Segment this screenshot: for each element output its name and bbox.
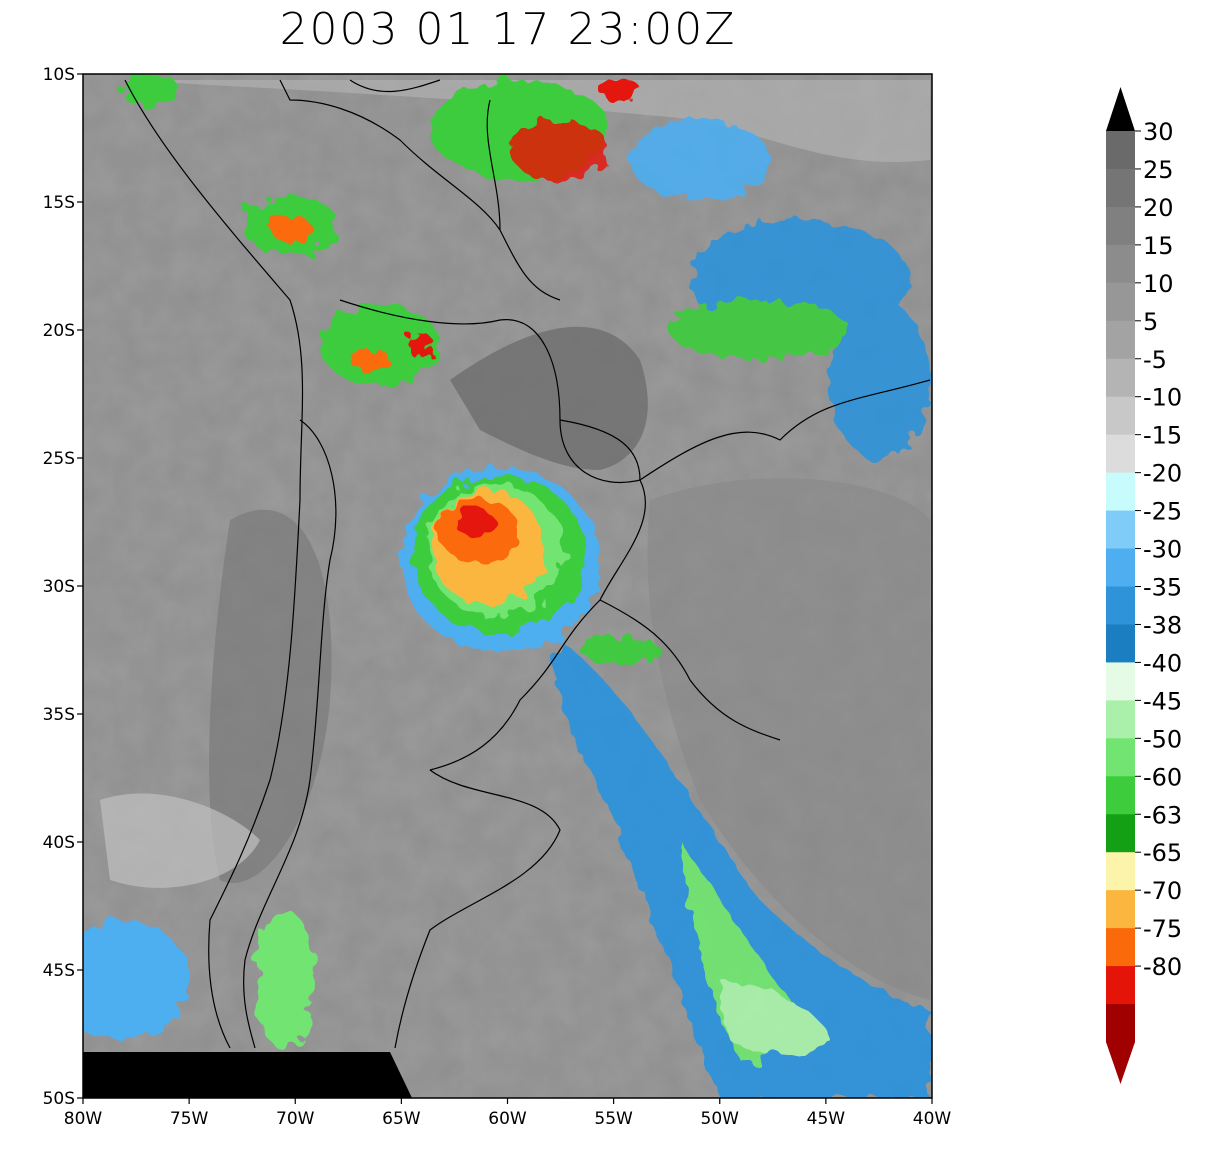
colorbar-label: -10 <box>1143 384 1182 412</box>
frontal-cloud-band <box>555 636 930 1098</box>
colorbar-segment <box>1106 472 1135 512</box>
warm-land-region <box>450 326 648 470</box>
cirrus-north-blue <box>630 120 930 460</box>
colorbar-segment <box>1106 320 1135 360</box>
colorbar-label: -60 <box>1143 763 1182 791</box>
latitude-axis: 10S 15S 20S 25S 30S 35S 40S 45S 50S <box>43 65 83 1109</box>
colorbar-segment <box>1106 662 1135 701</box>
colorbar-segment <box>1106 890 1135 929</box>
map-title: 2003 01 17 23:00Z <box>279 4 737 55</box>
colorbar-label: -15 <box>1143 422 1182 450</box>
lon-tick-label: 80W <box>64 1109 103 1129</box>
lat-tick-label: 45S <box>43 961 75 981</box>
convection-north <box>120 74 640 385</box>
lon-tick-label: 65W <box>382 1109 421 1129</box>
colorbar-segment <box>1106 282 1135 322</box>
lat-tick-label: 15S <box>43 193 75 213</box>
colorbar-segment <box>1106 586 1135 625</box>
colorbar-label: 20 <box>1143 194 1174 222</box>
lon-tick-label: 40W <box>913 1109 952 1129</box>
lon-tick-label: 45W <box>807 1109 846 1129</box>
colorbar-label: -30 <box>1143 536 1182 564</box>
colorbar-label: 25 <box>1143 156 1174 184</box>
colorbar-segment <box>1106 131 1135 170</box>
warm-land-region-south <box>209 509 332 884</box>
colorbar-label: -40 <box>1143 649 1182 677</box>
colorbar-segment <box>1106 624 1135 663</box>
map-panel <box>83 74 932 1098</box>
lat-tick-label: 25S <box>43 449 75 469</box>
convective-system-parana <box>400 468 600 652</box>
colorbar-segment <box>1106 814 1135 853</box>
colorbar-label: -5 <box>1143 346 1167 374</box>
colorbar-label: -63 <box>1143 801 1182 829</box>
light-cloud-band-north <box>120 80 930 162</box>
lon-tick-label: 60W <box>488 1109 527 1129</box>
missing-data-region <box>83 1052 412 1098</box>
colorbar-label: -80 <box>1143 953 1182 981</box>
colorbar-segment <box>1106 510 1135 550</box>
lat-tick-label: 10S <box>43 65 75 85</box>
colorbar-segment <box>1106 700 1135 739</box>
colorbar-segment <box>1106 966 1135 1005</box>
colorbar-label: -75 <box>1143 915 1182 943</box>
lon-tick-label: 70W <box>276 1109 315 1129</box>
colorbar-label: 15 <box>1143 232 1174 260</box>
boundaries <box>124 79 931 1049</box>
colorbar-label: -35 <box>1143 574 1182 602</box>
colorbar-label: 10 <box>1143 270 1174 298</box>
lat-tick-label: 30S <box>43 577 75 597</box>
colorbar-segment <box>1106 434 1135 474</box>
colorbar-segment <box>1106 548 1135 587</box>
colorbar-top-arrow <box>1106 87 1135 131</box>
lat-tick-label: 40S <box>43 833 75 853</box>
colorbar-segment <box>1106 928 1135 967</box>
colorbar-label: -70 <box>1143 877 1182 905</box>
colorbar-label: -50 <box>1143 725 1182 753</box>
colorbar-label: -45 <box>1143 687 1182 715</box>
colorbar-label: -25 <box>1143 498 1182 526</box>
lat-tick-label: 20S <box>43 321 75 341</box>
ocean-region-east <box>647 478 930 1000</box>
colorbar-segment <box>1106 206 1135 246</box>
colorbar-segment <box>1106 852 1135 891</box>
cloud-band-south-west <box>83 910 315 1050</box>
lat-tick-label: 50S <box>43 1089 75 1109</box>
colorbar-segment <box>1106 1004 1135 1043</box>
colorbar-label: 5 <box>1143 308 1158 336</box>
colorbar-label: -38 <box>1143 611 1182 639</box>
longitude-axis: 80W 75W 70W 65W 60W 55W 50W 45W 40W <box>64 1098 952 1129</box>
colorbar: 30 25 20 15 10 5 -5 -10 -15 -20 -25 -30 -35 -38 -40 -45… <box>1106 87 1182 1084</box>
colorbar-segment <box>1106 244 1135 284</box>
colorbar-segment <box>1106 738 1135 777</box>
colorbar-segment <box>1106 358 1135 398</box>
colorbar-segment <box>1106 168 1135 208</box>
lon-tick-label: 75W <box>170 1109 209 1129</box>
light-cloud-band <box>100 793 260 888</box>
colorbar-segment <box>1106 776 1135 815</box>
lon-tick-label: 50W <box>701 1109 740 1129</box>
lat-tick-label: 35S <box>43 705 75 725</box>
colorbar-label: 30 <box>1143 118 1174 146</box>
colorbar-bottom-arrow <box>1106 1042 1135 1084</box>
colorbar-label: -65 <box>1143 839 1182 867</box>
lon-tick-label: 55W <box>594 1109 633 1129</box>
colorbar-segment <box>1106 396 1135 436</box>
colorbar-label: -20 <box>1143 460 1182 488</box>
